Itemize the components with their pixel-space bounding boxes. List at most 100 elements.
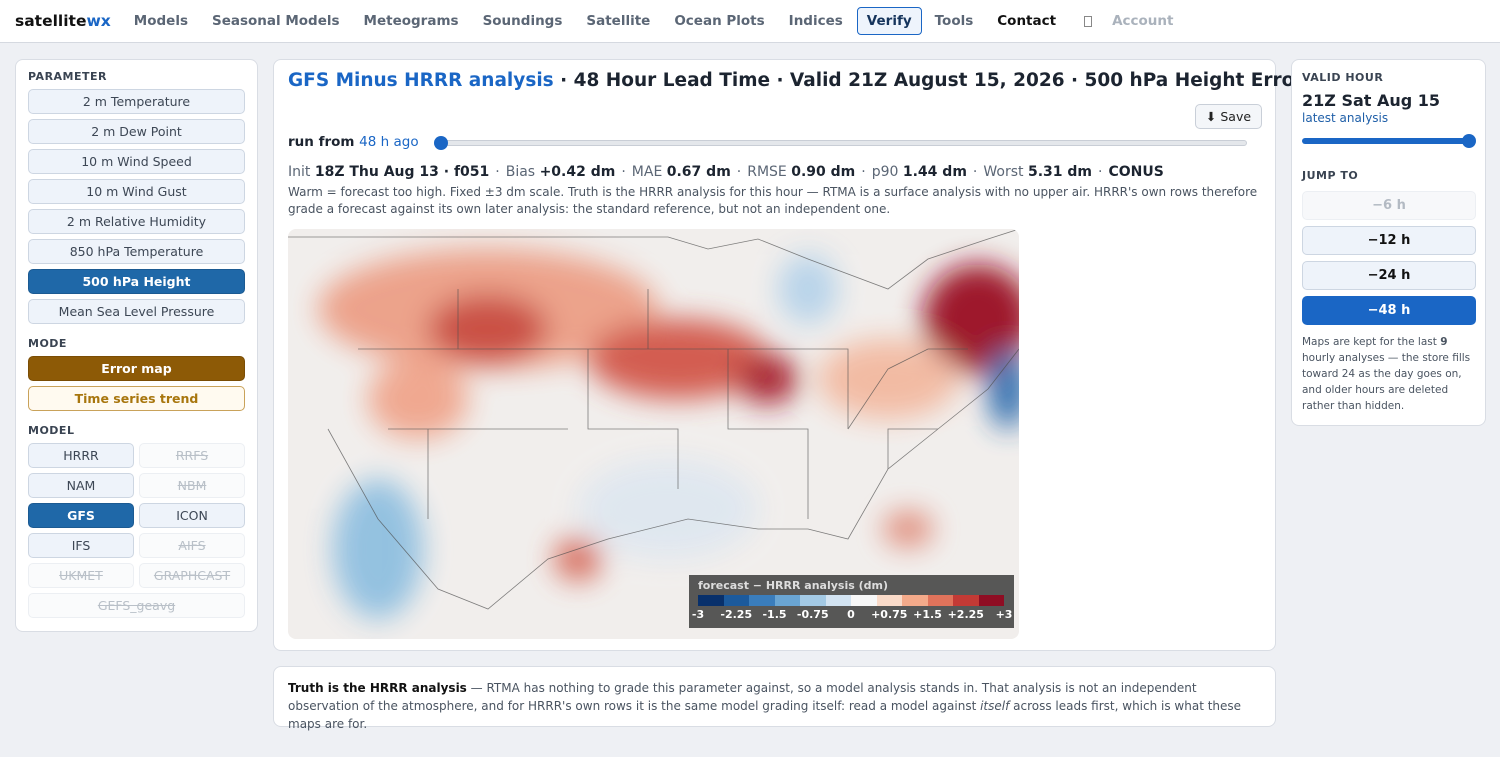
retention-note: Maps are kept for the last 9 hourly anal… (1302, 334, 1480, 414)
color-swatch (953, 595, 979, 606)
heading: MODE (28, 337, 67, 350)
slider-knob[interactable] (434, 136, 448, 150)
nav-link[interactable]: Seasonal Models (212, 13, 340, 29)
title: GFS Minus HRRR analysis · 48 Hour Lead T… (288, 70, 1304, 91)
brand-b: wx (86, 12, 111, 30)
colorbar-tick-label: +0.75 (871, 608, 908, 621)
separator: · (736, 164, 742, 180)
note-text: — RTMA has nothing to grade this paramet… (288, 681, 1197, 713)
color-swatch (723, 595, 749, 606)
footer-note: Truth is the HRRR analysis — RTMA has no… (273, 666, 1276, 731)
title-rest: · 48 Hour Lead Time · Valid 21Z August 1… (560, 70, 1304, 91)
nav-link[interactable]: Meteograms (363, 13, 459, 29)
separator: · (972, 164, 978, 180)
stat-value: 0.90 dm (791, 164, 856, 180)
model-button: NBM (139, 473, 245, 498)
model-button[interactable]: HRRR (28, 443, 134, 468)
nav-link[interactable]: Ocean Plots (674, 13, 765, 29)
brand-a: satellite (15, 12, 87, 30)
model-button[interactable]: GFS (28, 503, 134, 528)
mode-button[interactable]: Error map (28, 356, 245, 381)
colorbar-tick-label: +1.5 (913, 608, 942, 621)
jump-button: −6 h (1302, 191, 1476, 220)
nav-bar: satellitewx Models Seasonal Models Meteogr… (0, 0, 1500, 43)
mode-button[interactable]: Time series trend (28, 386, 245, 411)
nav-link[interactable]: Soundings (482, 13, 563, 29)
model-button[interactable]: ICON (139, 503, 245, 528)
heading: JUMP TO (1302, 169, 1359, 182)
brand[interactable]: satellitewx (15, 12, 111, 30)
stat-label: Worst (983, 164, 1024, 180)
parameter-button[interactable]: 10 m Wind Gust (28, 179, 245, 204)
jump-button[interactable]: −12 h (1302, 226, 1476, 255)
run-ago: 48 h ago (359, 134, 419, 150)
parameter-button[interactable]: Mean Sea Level Pressure (28, 299, 245, 324)
stat-label: RMSE (747, 164, 787, 180)
separator: · (495, 164, 500, 180)
nav-items: Models Seasonal Models Meteograms Soundings… (134, 7, 1080, 35)
account-link[interactable]: Account (1112, 13, 1174, 29)
note-text: hourly analyses — the store fills toward… (1302, 352, 1471, 412)
error-map (288, 229, 1019, 639)
colorbar-tick-label: -2.25 (720, 608, 753, 621)
slider-track[interactable] (441, 140, 1247, 146)
stat-label: Init (288, 164, 311, 180)
note-number: 9 (1440, 336, 1448, 348)
separator: · (621, 164, 626, 180)
slider-track[interactable] (1302, 138, 1475, 144)
note-bold: Truth is the HRRR analysis (288, 681, 467, 695)
parameter-button[interactable]: 500 hPa Height (28, 269, 245, 294)
colorbar-tick-label: 0 (847, 608, 855, 621)
stat-value: CONUS (1108, 164, 1164, 180)
stat-value: 1.44 dm (902, 164, 967, 180)
parameter-button[interactable]: 850 hPa Temperature (28, 239, 245, 264)
note-text: across leads first, which is what these … (288, 699, 1242, 731)
model-button[interactable]: NAM (28, 473, 134, 498)
colorbar-tick-label: -3 (691, 608, 705, 621)
nav-link[interactable]: Verify (856, 7, 922, 35)
model-button: GEFS_geavg (28, 593, 245, 618)
slider-knob[interactable] (1462, 134, 1476, 148)
colorbar-tick-label: -0.75 (796, 608, 829, 621)
description: Warm = forecast too high. Fixed ±3 dm sc… (288, 185, 1258, 216)
parameter-button[interactable]: 2 m Temperature (28, 89, 245, 114)
nav-link[interactable]: Contact (997, 13, 1057, 29)
parameter-button[interactable]: 2 m Relative Humidity (28, 209, 245, 234)
color-swatch (825, 595, 851, 606)
color-swatch (876, 595, 902, 606)
stat-value: +0.42 dm (539, 164, 616, 180)
color-swatch (800, 595, 826, 606)
stat-value: 18Z Thu Aug 13 · f051 (314, 164, 490, 180)
stat-value: 5.31 dm (1027, 164, 1092, 180)
nav-link[interactable]: Models (133, 13, 188, 29)
title-model: GFS Minus HRRR analysis (288, 70, 554, 91)
heading: PARAMETER (28, 70, 107, 83)
colorbar-tick-label: -1.5 (762, 608, 787, 621)
color-swatch (851, 595, 877, 606)
icon[interactable] (1084, 15, 1093, 27)
main-panel: GFS Minus HRRR analysis · 48 Hour Lead T… (273, 59, 1304, 651)
jump-button[interactable]: −24 h (1302, 261, 1476, 290)
nav-link[interactable]: Indices (788, 13, 843, 29)
nav-link[interactable]: Satellite (586, 13, 651, 29)
color-swatch (698, 595, 724, 606)
jump-button[interactable]: −48 h (1302, 296, 1476, 325)
valid-sub: latest analysis (1302, 111, 1389, 125)
parameter-button[interactable]: 2 m Dew Point (28, 119, 245, 144)
parameter-button[interactable]: 10 m Wind Speed (28, 149, 245, 174)
separator: · (1097, 164, 1103, 180)
model-button[interactable]: IFS (28, 533, 134, 558)
stats-line: Init 18Z Thu Aug 13 · f051 · Bias +0.42 dm… (288, 164, 1164, 180)
note-italic: itself (980, 699, 1010, 713)
note-text: Maps are kept for the last (1302, 336, 1441, 348)
stat-value: 0.67 dm (666, 164, 731, 180)
color-swatch (978, 595, 1004, 606)
stat-label: p90 (871, 164, 899, 180)
stat-label: Bias (505, 164, 536, 180)
heading: VALID HOUR (1302, 71, 1384, 84)
save-button[interactable]: ⬇ Save (1195, 104, 1262, 129)
color-swatch (774, 595, 800, 606)
color-swatch (749, 595, 775, 606)
nav-link[interactable]: Tools (934, 13, 974, 29)
